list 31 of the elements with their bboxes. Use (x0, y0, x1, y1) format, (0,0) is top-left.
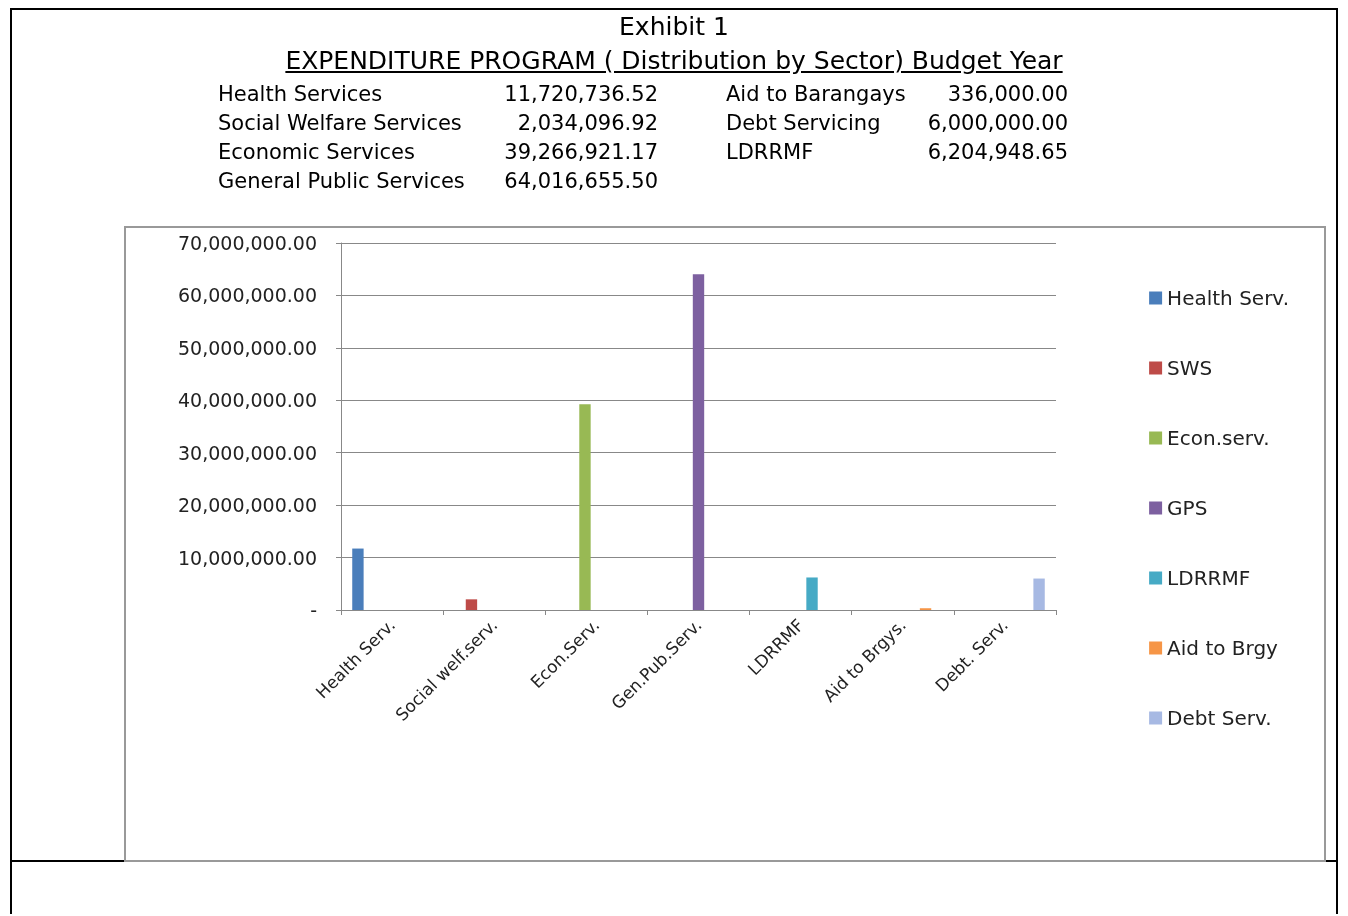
text: Aid to Barangays (726, 82, 906, 106)
text: 6,000,000.00 (927, 111, 1068, 135)
y-tick-label: 10,000,000.00 (177, 546, 317, 569)
text: 336,000.00 (947, 82, 1068, 106)
legend-label: Debt Serv. (1167, 706, 1272, 730)
text: 11,720,736.52 (503, 82, 658, 106)
text: General Public Services (218, 169, 465, 193)
chart-subtitle: EXPENDITURE PROGRAM ( Distribution by Sector) Budget Year (285, 46, 1063, 75)
text: 64,016,655.50 (504, 169, 658, 193)
y-tick-label: 50,000,000.00 (177, 336, 317, 359)
y-tick-label: 60,000,000.00 (177, 284, 317, 307)
legend-label: LDRRMF (1167, 566, 1251, 590)
text: Social Welfare Services (218, 111, 462, 135)
y-tick-label: 20,000,000.00 (177, 494, 317, 517)
text: 2,034,096.92 (517, 111, 658, 135)
legend-label: Aid to Brgy (1167, 636, 1279, 660)
legend-label: Econ.serv. (1167, 426, 1270, 450)
y-tick-label: - (310, 599, 317, 621)
legend-label: Health Serv. (1167, 286, 1290, 310)
y-tick-label: 40,000,000.00 (177, 389, 317, 412)
text: Debt Servicing (726, 111, 881, 135)
text: LDRRMF (726, 140, 814, 164)
y-tick-label: 30,000,000.00 (177, 441, 317, 464)
text: 6,204,948.65 (926, 140, 1068, 164)
legend-label: GPS (1167, 496, 1208, 520)
legend-label: SWS (1167, 356, 1213, 380)
text: Economic Services (218, 140, 415, 164)
text: Health Services (218, 82, 383, 106)
y-tick-label: 70,000,000.00 (177, 232, 317, 254)
text: 39,266,921.17 (503, 140, 658, 164)
chart-title: Exhibit 1 (618, 12, 730, 41)
